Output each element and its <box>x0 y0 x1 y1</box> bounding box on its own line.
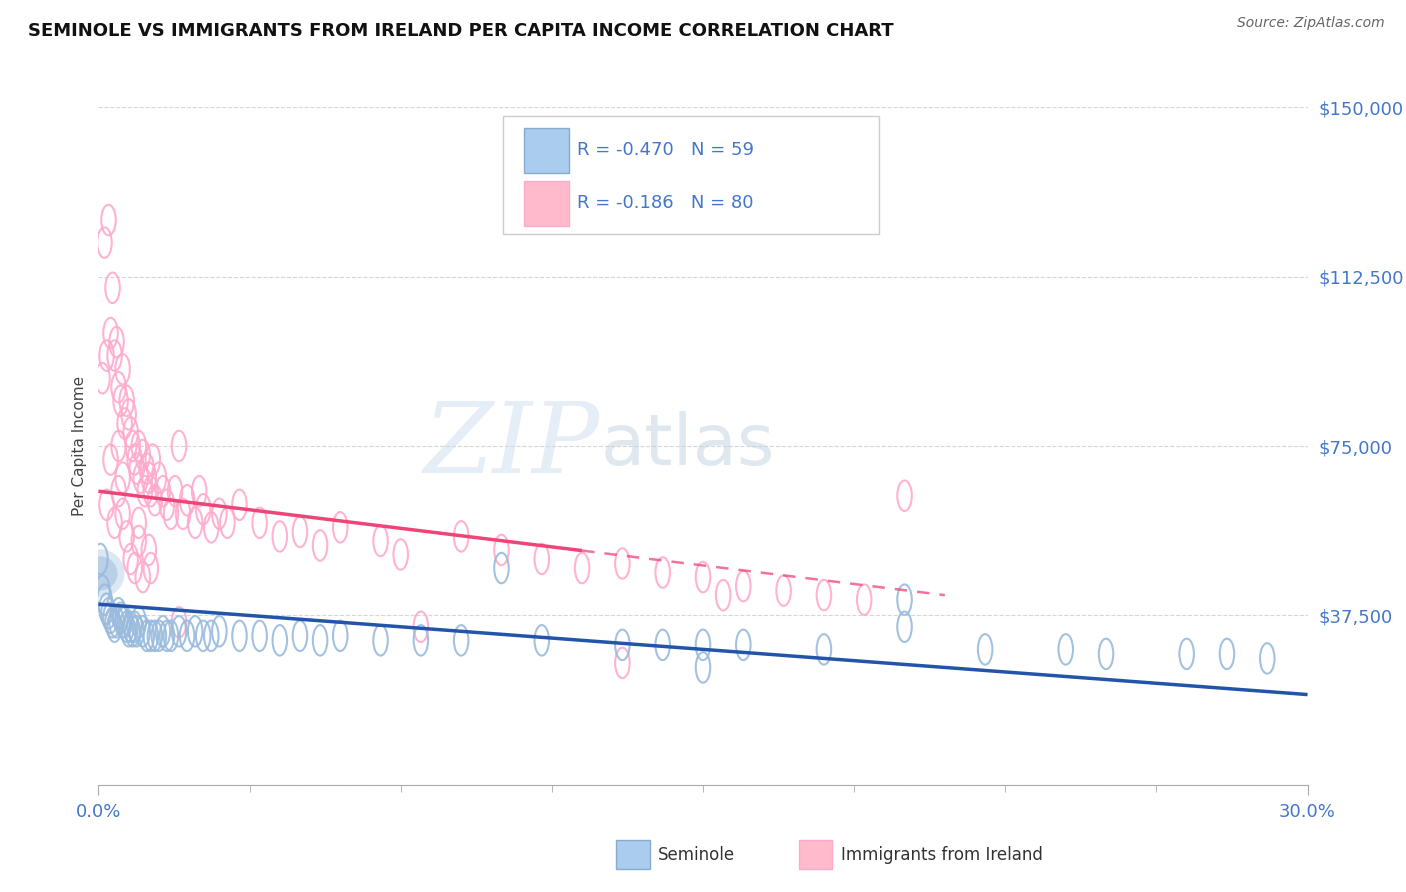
Text: R = -0.470   N = 59: R = -0.470 N = 59 <box>576 141 754 160</box>
Point <box>89 566 111 580</box>
Text: Seminole: Seminole <box>658 846 735 863</box>
Text: Source: ZipAtlas.com: Source: ZipAtlas.com <box>1237 16 1385 30</box>
Text: atlas: atlas <box>600 411 775 481</box>
Text: Immigrants from Ireland: Immigrants from Ireland <box>841 846 1043 863</box>
Text: ZIP: ZIP <box>425 399 600 493</box>
Text: SEMINOLE VS IMMIGRANTS FROM IRELAND PER CAPITA INCOME CORRELATION CHART: SEMINOLE VS IMMIGRANTS FROM IRELAND PER … <box>28 22 894 40</box>
Y-axis label: Per Capita Income: Per Capita Income <box>72 376 87 516</box>
Point <box>89 566 111 580</box>
Text: R = -0.186   N = 80: R = -0.186 N = 80 <box>576 194 754 212</box>
